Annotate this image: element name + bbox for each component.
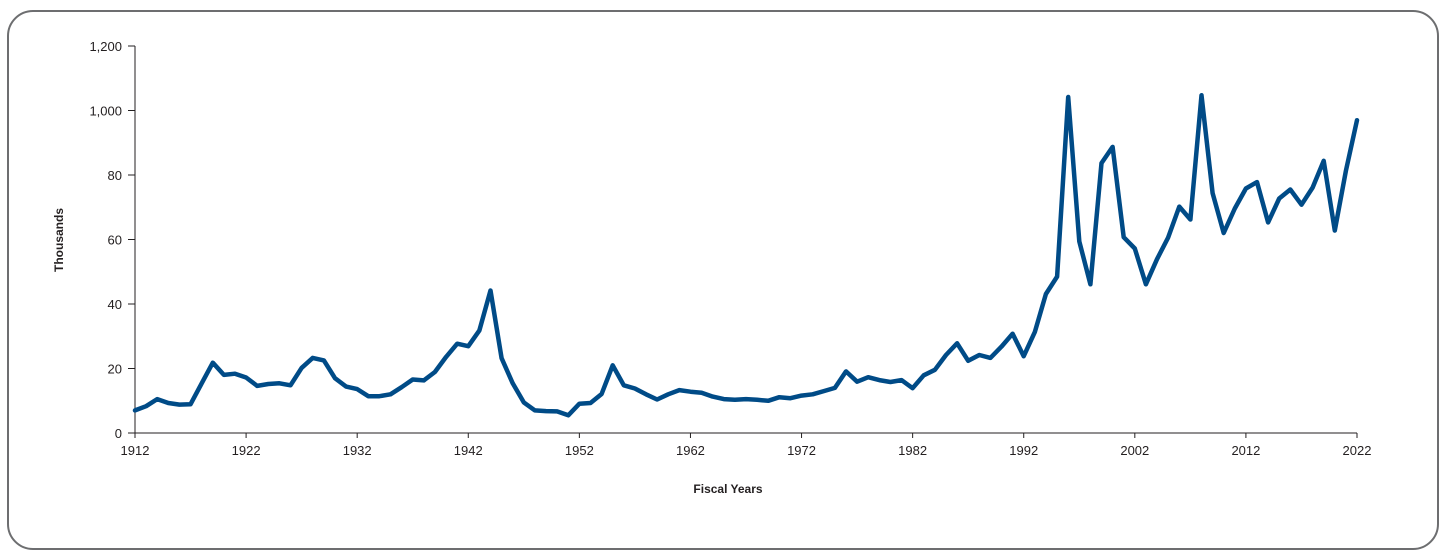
y-tick-label: 40 xyxy=(108,297,122,312)
y-axis-title: Thousands xyxy=(52,208,66,272)
y-tick-label: 0 xyxy=(115,426,122,441)
x-tick-label: 1972 xyxy=(787,443,816,458)
x-tick-label: 2002 xyxy=(1120,443,1149,458)
x-axis-title: Fiscal Years xyxy=(693,482,762,496)
tick-labels: 0 20 40 60 80 1,000 1,200 1912 1922 1932 1942 1952 1… xyxy=(89,39,1371,458)
y-tick-label: 1,200 xyxy=(89,39,122,54)
x-tick-label: 1912 xyxy=(121,443,150,458)
y-tick-label: 80 xyxy=(108,168,122,183)
y-tick-label: 1,000 xyxy=(89,104,122,119)
line-chart: 0 20 40 60 80 1,000 1,200 1912 1922 1932 1942 1952 1… xyxy=(52,39,1371,496)
y-tick-label: 20 xyxy=(108,362,122,377)
x-tick-label: 1932 xyxy=(343,443,372,458)
y-tick-label: 60 xyxy=(108,233,122,248)
series-line xyxy=(132,93,1360,418)
chart-axes xyxy=(128,45,1358,438)
x-tick-label: 2022 xyxy=(1343,443,1372,458)
x-tick-label: 1962 xyxy=(676,443,705,458)
x-tick-label: 1952 xyxy=(565,443,594,458)
x-tick-label: 1942 xyxy=(454,443,483,458)
x-tick-label: 1922 xyxy=(232,443,261,458)
x-tick-label: 1992 xyxy=(1009,443,1038,458)
plot-area xyxy=(132,93,1360,418)
x-tick-label: 1982 xyxy=(898,443,927,458)
x-tick-label: 2012 xyxy=(1231,443,1260,458)
